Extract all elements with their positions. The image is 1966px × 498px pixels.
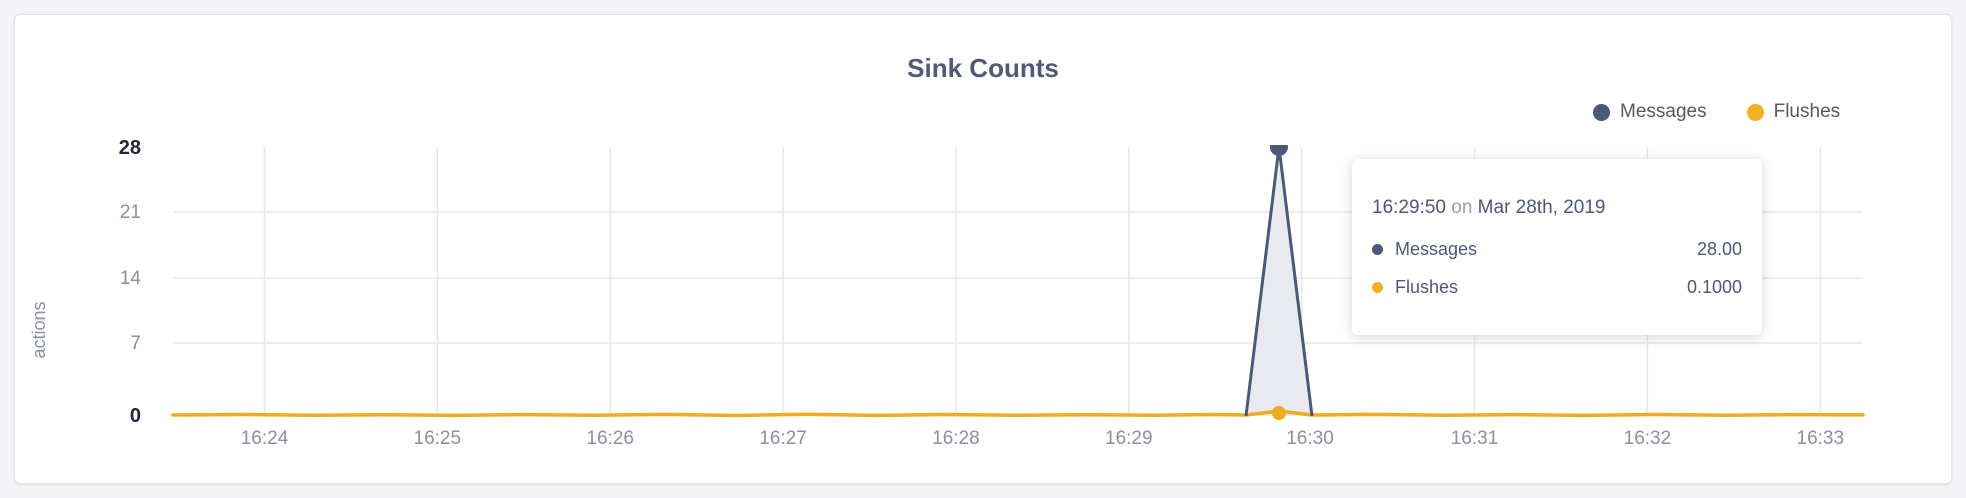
svg-text:21: 21 bbox=[120, 202, 141, 223]
svg-text:16:30: 16:30 bbox=[1286, 428, 1334, 449]
svg-text:7: 7 bbox=[130, 333, 141, 354]
svg-text:28: 28 bbox=[119, 137, 141, 159]
svg-text:16:29: 16:29 bbox=[1105, 428, 1153, 449]
svg-text:16:31: 16:31 bbox=[1451, 428, 1499, 449]
svg-text:16:33: 16:33 bbox=[1797, 428, 1845, 449]
svg-text:16:24: 16:24 bbox=[241, 428, 289, 449]
svg-text:0: 0 bbox=[130, 405, 141, 427]
svg-text:14: 14 bbox=[120, 268, 142, 289]
svg-text:16:32: 16:32 bbox=[1624, 428, 1672, 449]
svg-text:16:27: 16:27 bbox=[759, 428, 807, 449]
svg-text:16:28: 16:28 bbox=[932, 428, 980, 449]
svg-text:16:26: 16:26 bbox=[586, 428, 634, 449]
svg-text:actions: actions bbox=[29, 301, 49, 358]
svg-text:16:25: 16:25 bbox=[414, 428, 462, 449]
